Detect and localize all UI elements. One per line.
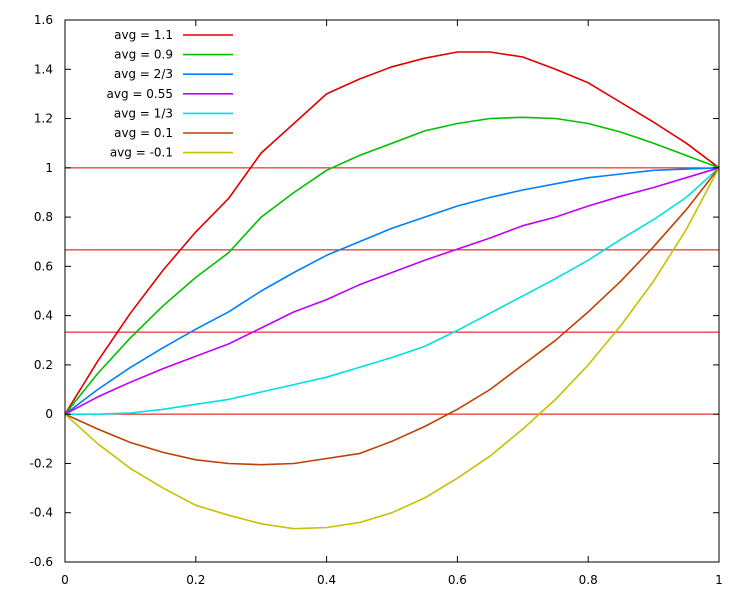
y-tick-label: 0 (45, 407, 53, 421)
legend-label: avg = 0.55 (107, 87, 173, 101)
series-line-2 (64, 167, 720, 415)
legend-label: avg = 1.1 (114, 28, 173, 42)
y-tick-label: -0.6 (30, 555, 53, 569)
series-line-4 (65, 167, 720, 416)
y-tick-label: -0.4 (30, 506, 53, 520)
series-line-5 (64, 167, 720, 466)
x-tick-label: 0.4 (317, 573, 336, 587)
y-tick-label: 0.2 (34, 358, 53, 372)
y-tick-label: 1.4 (34, 62, 53, 76)
axis-ticks (64, 19, 720, 563)
legend: avg = 1.1 avg = 0.9 avg = 2/3 avg = 0.55 avg… (107, 28, 233, 160)
x-tick-labels: 0 0.2 0.4 0.6 0.8 1 (61, 573, 723, 587)
legend-label: avg = -0.1 (110, 146, 173, 160)
x-tick-label: 0.8 (579, 573, 598, 587)
y-tick-label: 1 (45, 161, 53, 175)
y-tick-label: 0.8 (34, 210, 53, 224)
x-tick-label: 1 (715, 573, 723, 587)
x-tick-label: 0.2 (186, 573, 205, 587)
x-tick-label: 0.6 (448, 573, 467, 587)
legend-label: avg = 2/3 (114, 67, 173, 81)
y-tick-labels: -0.6 -0.4 -0.2 0 0.2 0.4 0.6 0.8 1 1.2 1.4 1.6 (30, 13, 53, 569)
legend-label: avg = 1/3 (114, 106, 173, 120)
series-line-6 (64, 167, 720, 530)
legend-label: avg = 0.1 (114, 126, 173, 140)
series-line-3 (64, 167, 720, 415)
reference-lines (65, 167, 719, 415)
y-tick-label: 0.6 (34, 259, 53, 273)
series-line-1 (64, 116, 720, 415)
y-tick-label: 1.6 (34, 13, 53, 27)
y-tick-label: 1.2 (34, 112, 53, 126)
plot-frame (64, 19, 720, 563)
x-tick-label: 0 (61, 573, 69, 587)
y-tick-label: 0.4 (34, 309, 53, 323)
legend-label: avg = 0.9 (114, 48, 173, 62)
y-tick-label: -0.2 (30, 456, 53, 470)
series-lines (64, 51, 720, 530)
series-line-0 (64, 51, 720, 415)
